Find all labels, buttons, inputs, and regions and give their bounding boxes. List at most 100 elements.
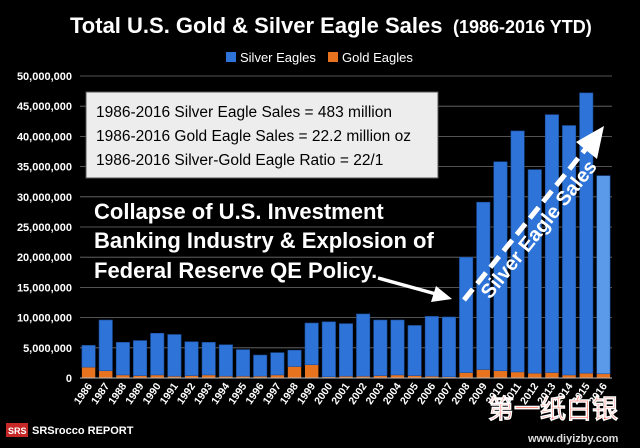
bar-silver-2002 bbox=[356, 313, 371, 377]
bar-gold-1998 bbox=[287, 366, 302, 378]
info-line-1: 1986-2016 Silver Eagle Sales = 483 milli… bbox=[96, 104, 392, 121]
title-sub: (1986-2016 YTD) bbox=[453, 17, 592, 37]
legend: Silver Eagles Gold Eagles bbox=[226, 50, 413, 65]
trend-arrow-shaft bbox=[462, 144, 590, 302]
bar-gold-2001 bbox=[339, 376, 353, 378]
bar-gold-2005 bbox=[407, 375, 422, 378]
bar-silver-2013 bbox=[544, 114, 559, 373]
arrow-head bbox=[431, 286, 452, 302]
bar-gold-2000 bbox=[322, 376, 336, 378]
legend-swatch-gold bbox=[328, 52, 338, 62]
y-tick-label: 10,000,000 bbox=[17, 313, 72, 325]
info-line-2: 1986-2016 Gold Eagle Sales = 22.2 millio… bbox=[96, 128, 411, 145]
legend-label-silver: Silver Eagles bbox=[240, 50, 316, 65]
bar-silver-2007 bbox=[441, 316, 456, 378]
arrow-shaft bbox=[377, 276, 437, 296]
y-tick-label: 0 bbox=[66, 373, 72, 385]
bar-silver-2001 bbox=[339, 323, 353, 377]
bar-silver-2000 bbox=[321, 321, 336, 378]
bar-gold-2010 bbox=[493, 370, 508, 378]
bar-gold-2011 bbox=[510, 371, 525, 378]
bar-gold-2008 bbox=[459, 372, 473, 378]
watermark: 第一纸白银 www.diyizby.com bbox=[488, 394, 620, 445]
bar-gold-1990 bbox=[150, 374, 164, 378]
y-tick-label: 45,000,000 bbox=[17, 101, 72, 113]
legend-swatch-silver bbox=[226, 52, 236, 62]
bar-gold-1999 bbox=[304, 364, 319, 378]
logo-badge-bg bbox=[6, 423, 28, 437]
annotation-line-3: Federal Reserve QE Policy. bbox=[94, 258, 377, 283]
bar-gold-1996 bbox=[253, 376, 267, 378]
bar-gold-2015 bbox=[579, 373, 593, 378]
bar-silver-2016 bbox=[596, 175, 611, 375]
info-line-3: 1986-2016 Silver-Gold Eagle Ratio = 22/1 bbox=[96, 152, 383, 169]
bar-gold-2007 bbox=[442, 376, 456, 378]
chart-title: Total U.S. Gold & Silver Eagle Sales (19… bbox=[70, 13, 592, 38]
bar-gold-2006 bbox=[425, 376, 439, 378]
bar-gold-2012 bbox=[528, 373, 542, 378]
srsrocco-logo: SRS SRSrocco REPORT bbox=[6, 423, 134, 437]
bar-silver-2014 bbox=[562, 125, 577, 376]
bar-gold-2013 bbox=[545, 372, 559, 378]
info-box: 1986-2016 Silver Eagle Sales = 483 milli… bbox=[85, 91, 439, 179]
y-tick-label: 40,000,000 bbox=[17, 131, 72, 143]
bar-silver-2009 bbox=[476, 201, 491, 370]
y-tick-label: 50,000,000 bbox=[17, 71, 72, 83]
bar-silver-1989 bbox=[133, 340, 148, 376]
y-axis-ticks: 0 5,000,000 10,000,000 15,000,000 20,000,000… bbox=[17, 71, 72, 385]
bar-gold-1989 bbox=[133, 375, 147, 378]
bar-silver-1995 bbox=[236, 349, 251, 377]
collapse-annotation: Collapse of U.S. Investment Banking Indu… bbox=[94, 199, 434, 283]
bar-gold-1994 bbox=[219, 376, 233, 378]
annotation-line-2: Banking Industry & Explosion of bbox=[94, 228, 434, 253]
bar-gold-2014 bbox=[562, 374, 576, 378]
bar-silver-1992 bbox=[184, 341, 199, 376]
bar-gold-1992 bbox=[184, 375, 199, 378]
bar-silver-2005 bbox=[407, 325, 422, 376]
y-tick-label: 5,000,000 bbox=[23, 343, 72, 355]
bar-silver-2006 bbox=[424, 316, 439, 377]
bar-silver-1994 bbox=[218, 344, 233, 377]
y-tick-label: 35,000,000 bbox=[17, 162, 72, 174]
bar-silver-1997 bbox=[270, 352, 285, 376]
bar-silver-1990 bbox=[150, 333, 165, 376]
bar-silver-1998 bbox=[287, 349, 302, 367]
annotation-arrow bbox=[377, 276, 452, 302]
y-tick-label: 15,000,000 bbox=[17, 282, 72, 294]
bar-gold-1997 bbox=[270, 374, 285, 378]
bar-gold-2002 bbox=[356, 376, 370, 378]
logo-text: SRSrocco REPORT bbox=[32, 425, 134, 437]
bar-gold-1995 bbox=[236, 376, 250, 378]
bar-silver-1986 bbox=[81, 345, 96, 368]
bar-silver-1996 bbox=[253, 354, 268, 377]
legend-label-gold: Gold Eagles bbox=[342, 50, 413, 65]
bar-gold-1987 bbox=[99, 370, 113, 378]
bar-gold-2016 bbox=[596, 373, 611, 378]
bar-gold-1993 bbox=[202, 374, 216, 378]
bar-gold-1986 bbox=[81, 367, 96, 378]
y-tick-label: 30,000,000 bbox=[17, 192, 72, 204]
annotation-line-1: Collapse of U.S. Investment bbox=[94, 199, 384, 224]
bar-gold-2009 bbox=[476, 369, 490, 378]
bar-gold-1991 bbox=[167, 376, 182, 378]
bar-silver-2008 bbox=[459, 256, 474, 373]
logo-badge-text: SRS bbox=[8, 426, 27, 436]
bar-gold-2004 bbox=[390, 374, 405, 378]
bar-silver-1993 bbox=[201, 342, 216, 376]
y-tick-label: 20,000,000 bbox=[17, 252, 72, 264]
trend-arrow-head bbox=[576, 126, 604, 159]
watermark-title: 第一纸白银 bbox=[488, 394, 619, 424]
bar-silver-2011 bbox=[510, 130, 525, 373]
title-main: Total U.S. Gold & Silver Eagle Sales bbox=[70, 13, 443, 38]
watermark-url: www.diyizby.com bbox=[527, 433, 619, 445]
bar-silver-1987 bbox=[98, 319, 113, 372]
bar-gold-2003 bbox=[373, 375, 388, 378]
bar-silver-2004 bbox=[390, 319, 405, 376]
info-box-bg bbox=[85, 91, 439, 179]
bar-silver-2003 bbox=[373, 319, 388, 376]
bar-silver-1991 bbox=[167, 334, 182, 377]
bar-silver-2012 bbox=[527, 169, 542, 374]
bar-silver-1988 bbox=[115, 342, 130, 376]
y-tick-label: 25,000,000 bbox=[17, 222, 72, 234]
